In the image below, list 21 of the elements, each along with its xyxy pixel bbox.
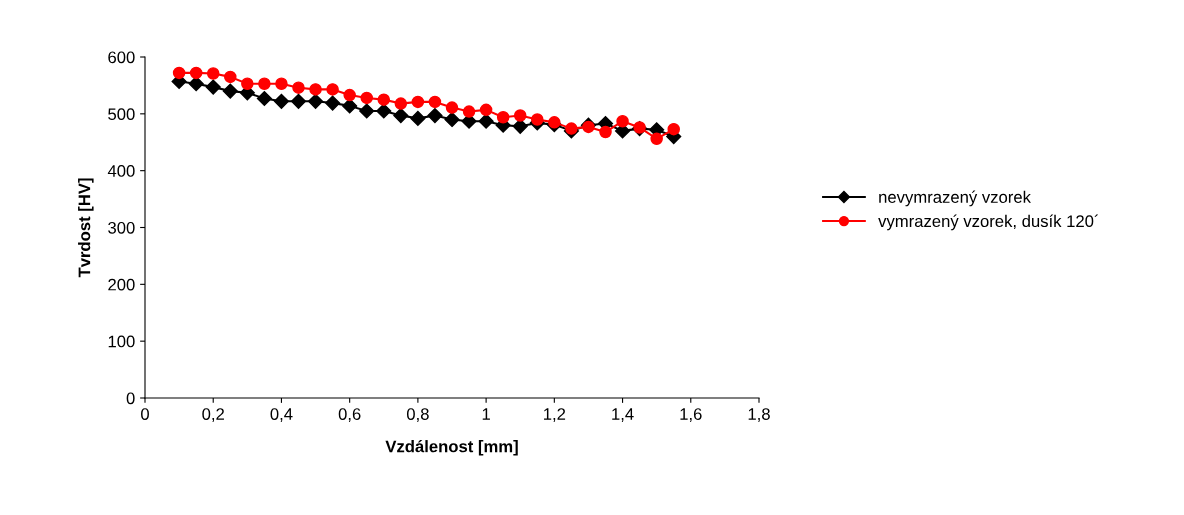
y-axis-title: Tvrdost [HV] bbox=[78, 178, 94, 278]
x-tick-label: 1,2 bbox=[544, 408, 566, 422]
y-tick-label: 100 bbox=[108, 335, 135, 348]
x-axis-title: Vzdálenost [mm] bbox=[385, 439, 518, 456]
y-tick-label: 400 bbox=[107, 165, 135, 177]
x-tick-label: 1,8 bbox=[748, 408, 770, 422]
legend-label: nevymrazený vzorek bbox=[879, 190, 1031, 207]
legend-label: vymrazený vzorek, dusík 120´ bbox=[878, 214, 1098, 231]
y-tick-label: 600 bbox=[108, 51, 135, 64]
y-tick-label: 500 bbox=[108, 108, 135, 121]
x-tick-label: 1,6 bbox=[680, 408, 702, 422]
x-tick-label: 1,4 bbox=[612, 408, 634, 422]
x-tick-label: 1 bbox=[482, 408, 490, 420]
x-tick-label: 0 bbox=[141, 408, 149, 420]
y-tick-label: 200 bbox=[108, 278, 135, 291]
x-tick-label: 0,4 bbox=[270, 408, 293, 422]
y-tick-label: 300 bbox=[108, 221, 135, 234]
x-tick-label: 0,2 bbox=[202, 408, 224, 422]
x-tick-label: 0,6 bbox=[338, 408, 361, 422]
x-tick-label: 0,8 bbox=[406, 408, 429, 422]
y-tick-label: 0 bbox=[126, 392, 135, 405]
